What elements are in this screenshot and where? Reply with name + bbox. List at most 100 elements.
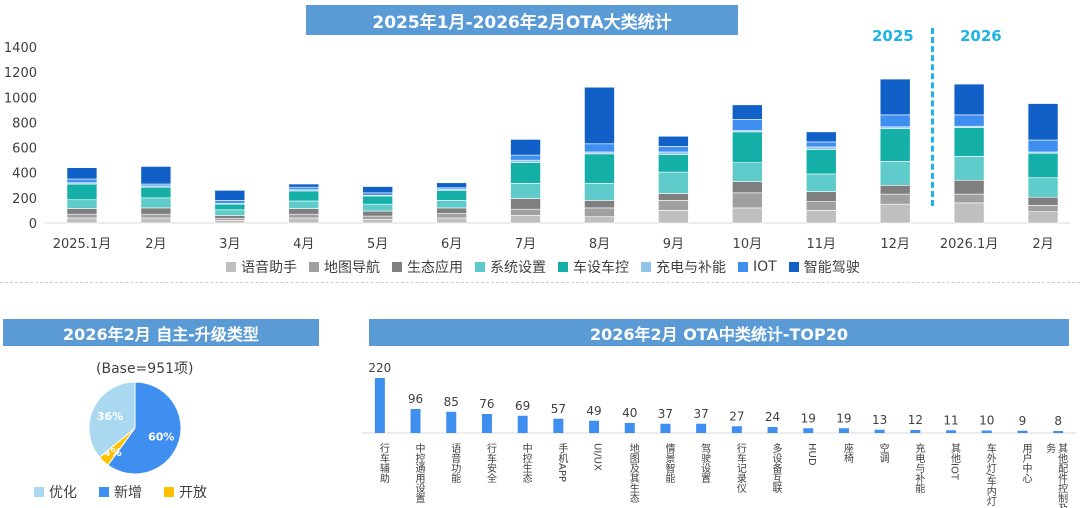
stacked-bar-segment <box>584 200 615 209</box>
x-tick-label: 7月 <box>515 237 536 252</box>
top20-bar <box>910 430 921 433</box>
legend-swatch <box>392 262 402 272</box>
stacked-bar-segment <box>1027 152 1059 179</box>
top20-category-label: 行车安全 <box>484 442 496 483</box>
top20-category-label-line: 行车辅助 <box>377 442 389 484</box>
stacked-bar-segment <box>510 139 541 156</box>
stacked-bar-segment <box>436 200 467 209</box>
top20-category-label-line: UI/UX <box>592 443 603 471</box>
year-label-2026: 2026 <box>960 27 1002 45</box>
legend-label: 车设车控 <box>573 260 629 276</box>
top20-value-label: 19 <box>836 411 851 425</box>
stacked-bar-segment <box>584 216 615 224</box>
top20-category-label-line: 车外灯/车内灯 <box>984 442 996 507</box>
stacked-bar-segment <box>510 159 541 163</box>
stacked-bar-segment <box>732 118 763 131</box>
x-tick-label: 9月 <box>663 237 684 252</box>
legend-label: 地图导航 <box>324 260 380 276</box>
top20-value-label: 96 <box>408 392 423 406</box>
legend-swatch <box>309 262 319 272</box>
legend-label: IOT <box>753 259 777 275</box>
legend-item: 充电与补能 <box>641 257 726 277</box>
pie-chart-title: 2026年2月 自主-升级类型 <box>3 319 319 346</box>
stacked-bar-segment <box>140 217 172 224</box>
stacked-chart-legend: 语音助手 地图导航 生态应用 系统设置 车设车控 充电与补能 IOT 智能驾驶 <box>226 257 872 277</box>
stacked-bar-segment <box>584 86 615 145</box>
top20-category-label: 其他IOT <box>949 443 961 481</box>
top20-bar <box>446 411 457 433</box>
stacked-bar-segment <box>1027 205 1059 212</box>
legend-item: 生态应用 <box>392 257 463 277</box>
stacked-bar-segment <box>584 183 615 201</box>
legend-swatch <box>164 487 174 497</box>
stacked-bar-segment <box>658 210 689 224</box>
legend-swatch <box>558 262 568 272</box>
stacked-bar-segment <box>879 203 911 224</box>
stacked-bar-segment <box>584 143 615 153</box>
top20-category-label: 驾驶设置 <box>699 443 711 483</box>
stacked-bar-segment <box>288 183 320 188</box>
stacked-bar-segment <box>879 193 911 205</box>
stacked-bar-segment <box>510 154 541 161</box>
top20-bar <box>660 423 671 433</box>
stacked-bar-segment <box>436 217 467 224</box>
y-tick-label: 1200 <box>4 66 37 81</box>
top20-value-label: 85 <box>444 395 459 409</box>
stacked-bar-segment <box>214 203 246 211</box>
stacked-bar-segment <box>510 183 541 199</box>
stacked-bar-segment <box>584 153 615 184</box>
stacked-bar-segment <box>214 200 246 204</box>
stacked-bar-segment <box>953 179 985 195</box>
top20-value-label: 9 <box>1019 414 1027 428</box>
y-tick-label: 600 <box>12 142 37 157</box>
top20-category-label-line: 行车安全 <box>484 442 496 483</box>
top20-category-label-line: 务 <box>1044 442 1056 454</box>
legend-item: 系统设置 <box>475 257 546 277</box>
stacked-bar-segment <box>436 182 467 189</box>
top20-category-label: 地图及其生态 <box>627 442 639 503</box>
top20-category-label-line: 驾驶设置 <box>699 443 711 483</box>
stacked-bar-segment <box>66 167 98 180</box>
stacked-bar-segment <box>658 200 689 211</box>
pie-base-label: (Base=951项) <box>96 361 194 377</box>
main-chart-title: 2025年1月-2026年2月OTA大类统计 <box>306 5 738 35</box>
top20-category-label-line: 多设备互联 <box>770 442 782 494</box>
stacked-bar-segment <box>66 217 98 224</box>
top20-category-label: 行车辅助 <box>377 442 389 484</box>
top20-category-label: 座椅 <box>841 442 853 463</box>
legend-label: 语音助手 <box>241 260 297 276</box>
stacked-bar-segment <box>805 141 837 148</box>
stacked-bar-segment <box>214 190 246 201</box>
stacked-bar-segment <box>288 190 320 202</box>
top20-value-label: 220 <box>368 361 391 375</box>
legend-label: 生态应用 <box>407 260 463 276</box>
stacked-bar-segment <box>510 162 541 184</box>
stacked-bar-segment <box>66 183 98 201</box>
top20-category-label-line: 地图及其生态 <box>627 442 639 503</box>
top20-bar <box>838 428 849 433</box>
stacked-bar-segment <box>1027 103 1059 141</box>
top20-value-label: 69 <box>515 399 530 413</box>
stacked-bar-segment <box>362 218 393 224</box>
pie-legend-item: 优化 <box>34 482 77 502</box>
top20-category-label-line: 空调 <box>877 442 889 464</box>
stacked-bar-segment <box>805 191 837 202</box>
stacked-bar-segment <box>66 208 98 215</box>
legend-label: 系统设置 <box>490 260 546 276</box>
top20-category-label: HUD <box>806 443 817 466</box>
stacked-bar-segment <box>66 178 98 184</box>
top20-category-label: 情景智能 <box>663 442 675 484</box>
top20-category-label-line: 手机APP <box>556 442 568 482</box>
x-tick-label: 2025.1月 <box>53 237 112 252</box>
stacked-bar-segment <box>288 186 320 190</box>
stacked-bar-segment <box>953 83 985 116</box>
stacked-bar-segment <box>510 198 541 210</box>
top20-category-label: 其他配件控制及服务 <box>1044 442 1068 508</box>
top20-value-label: 37 <box>694 407 709 421</box>
stacked-bar-segment <box>436 213 467 219</box>
y-tick-label: 200 <box>12 192 37 207</box>
top20-category-label: 中控生态 <box>520 442 532 483</box>
y-tick-label: 1400 <box>4 41 37 56</box>
top20-bar <box>946 430 957 433</box>
top20-value-label: 76 <box>479 397 494 411</box>
